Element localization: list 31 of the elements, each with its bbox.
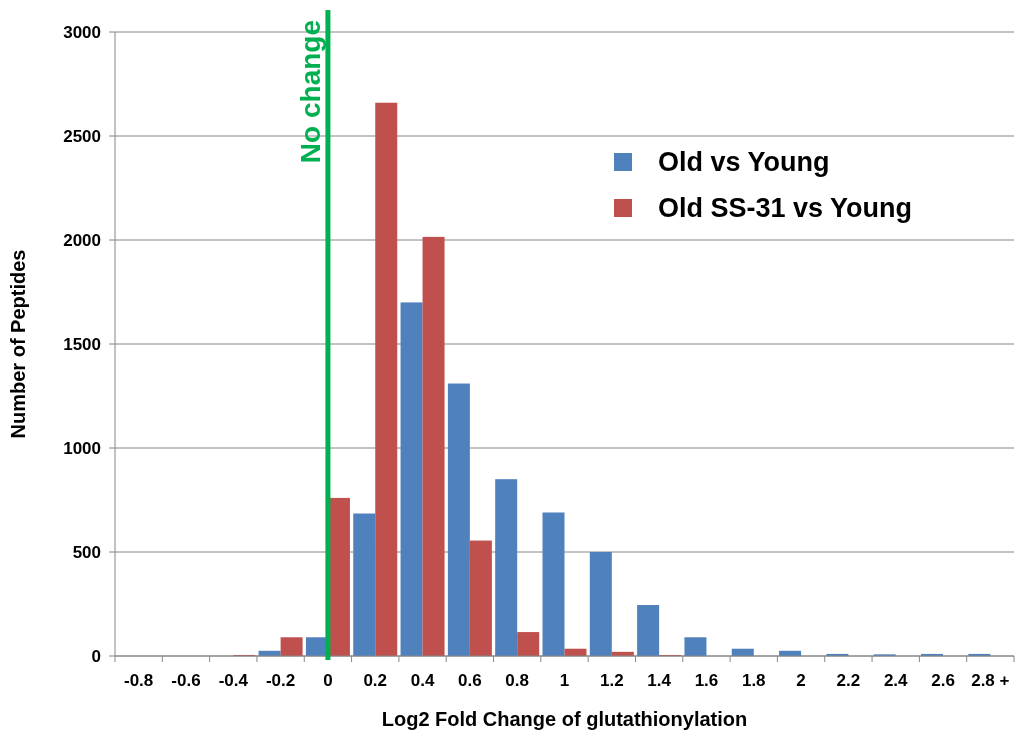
x-tick-label: 1.6 (694, 671, 719, 690)
x-tick-label: 0.8 (505, 671, 529, 690)
x-tick-label: -0.4 (218, 671, 249, 690)
x-tick-label: 1.2 (600, 671, 624, 690)
x-tick-label: 1.4 (647, 671, 672, 690)
x-tick-label: 1 (559, 671, 570, 690)
x-tick-label: 2.4 (883, 671, 909, 690)
y-tick-label: 3000 (63, 22, 101, 42)
y-tick-label: 500 (72, 542, 101, 562)
x-tick-label: 2 (796, 671, 806, 690)
x-axis-title: Log2 Fold Change of glutathionylation (381, 708, 748, 730)
x-tick-label: -0.6 (171, 671, 201, 690)
legend-label: Old SS-31 vs Young (658, 193, 913, 224)
x-tick-label: 0.4 (410, 671, 435, 690)
x-tick-label: 0.6 (458, 671, 482, 690)
y-tick-label: 1000 (63, 438, 101, 458)
x-tick-label: 0.2 (363, 671, 388, 690)
y-tick-label: 2500 (63, 126, 101, 146)
x-tick-label: -0.8 (124, 671, 154, 690)
x-tick-label: 0 (323, 671, 333, 690)
y-axis-title: Number of Peptides (7, 249, 29, 439)
y-tick-label: 1500 (63, 334, 101, 354)
x-tick-label: 2.6 (931, 671, 955, 690)
x-tick-label: 2.2 (836, 671, 861, 690)
x-tick-label: 1.8 (741, 671, 766, 690)
ref-line-label: No change (294, 20, 326, 164)
y-tick-label: 0 (91, 646, 101, 666)
y-tick-label: 2000 (63, 230, 101, 250)
x-tick-label: 2.8 + (971, 671, 1010, 690)
x-tick-label: -0.2 (265, 671, 296, 690)
legend-label: Old vs Young (658, 147, 830, 178)
